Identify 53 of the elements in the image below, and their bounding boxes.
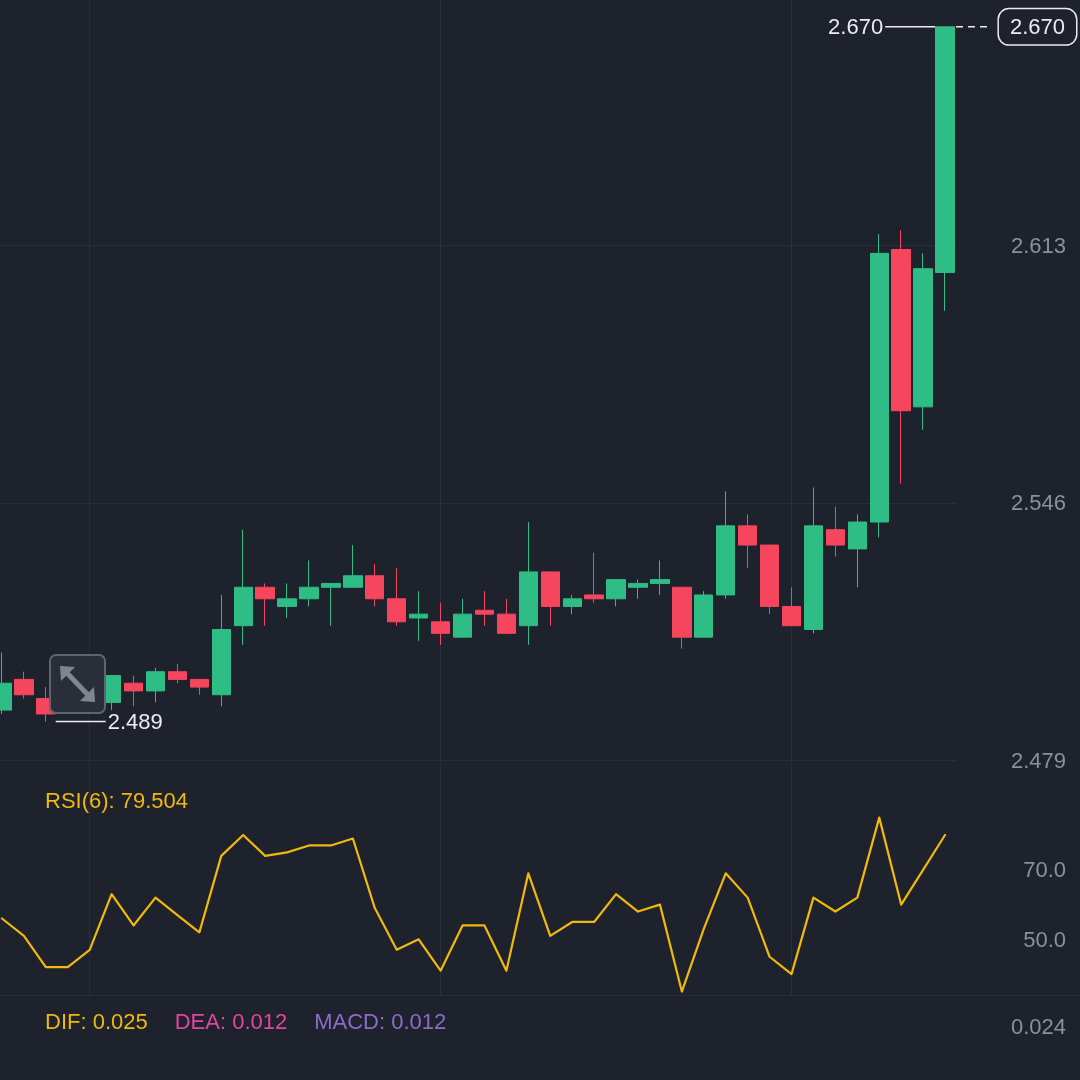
candlestick bbox=[277, 582, 297, 619]
candlestick bbox=[541, 571, 560, 627]
candlestick bbox=[14, 671, 34, 700]
candlestick bbox=[321, 582, 341, 627]
legend-label: DEA: 0.012 bbox=[174, 1009, 288, 1034]
legend-label: DIF: 0.025 bbox=[45, 1009, 148, 1034]
candlestick bbox=[913, 252, 933, 431]
y-tick-label: 50.0 bbox=[1023, 926, 1066, 952]
candlestick bbox=[716, 490, 735, 600]
line-series bbox=[0, 816, 947, 993]
candlestick bbox=[212, 594, 231, 707]
candlestick bbox=[650, 559, 670, 596]
candlestick bbox=[760, 544, 779, 615]
candlestick bbox=[826, 506, 845, 558]
legend-label: MACD: 0.012 bbox=[314, 1009, 447, 1034]
candlestick bbox=[497, 598, 516, 634]
candlestick bbox=[475, 590, 494, 627]
candlestick bbox=[935, 26, 955, 312]
candlestick bbox=[365, 563, 384, 607]
candlestick bbox=[804, 486, 823, 634]
candlestick bbox=[848, 513, 867, 588]
text: RSI(6): 79.504 bbox=[45, 787, 189, 813]
candlestick bbox=[694, 590, 713, 638]
candlestick bbox=[782, 586, 801, 627]
candlestick bbox=[891, 229, 911, 485]
candlestick bbox=[584, 552, 604, 604]
candlestick bbox=[672, 586, 692, 650]
candlestick bbox=[870, 233, 889, 538]
text: 0.024 bbox=[1010, 1014, 1066, 1040]
y-tick-label: 2.546 bbox=[1010, 490, 1066, 516]
candlestick bbox=[124, 675, 143, 707]
candlestick bbox=[146, 667, 165, 703]
candlestick bbox=[343, 544, 363, 588]
candlestick bbox=[190, 678, 209, 696]
candlestick bbox=[628, 579, 648, 600]
candlestick bbox=[738, 513, 757, 569]
candlestick bbox=[431, 602, 450, 646]
candlestick bbox=[234, 529, 253, 646]
ref-line-label: 2.670 bbox=[1009, 14, 1065, 40]
candlestick bbox=[563, 594, 582, 615]
y-tick-label: 70.0 bbox=[1023, 857, 1066, 883]
candlestick bbox=[519, 521, 538, 646]
annotation: 2.489 bbox=[107, 709, 163, 735]
annotation: 2.670 bbox=[828, 14, 884, 40]
candlestick bbox=[409, 590, 428, 642]
y-tick-label: 2.479 bbox=[1010, 747, 1066, 773]
candlestick bbox=[387, 567, 406, 627]
candlestick bbox=[453, 598, 472, 638]
y-tick-label: 2.613 bbox=[1010, 233, 1066, 259]
candlestick bbox=[255, 582, 275, 627]
candlestick bbox=[168, 663, 187, 684]
candlestick bbox=[606, 579, 626, 607]
candlestick bbox=[299, 559, 319, 607]
